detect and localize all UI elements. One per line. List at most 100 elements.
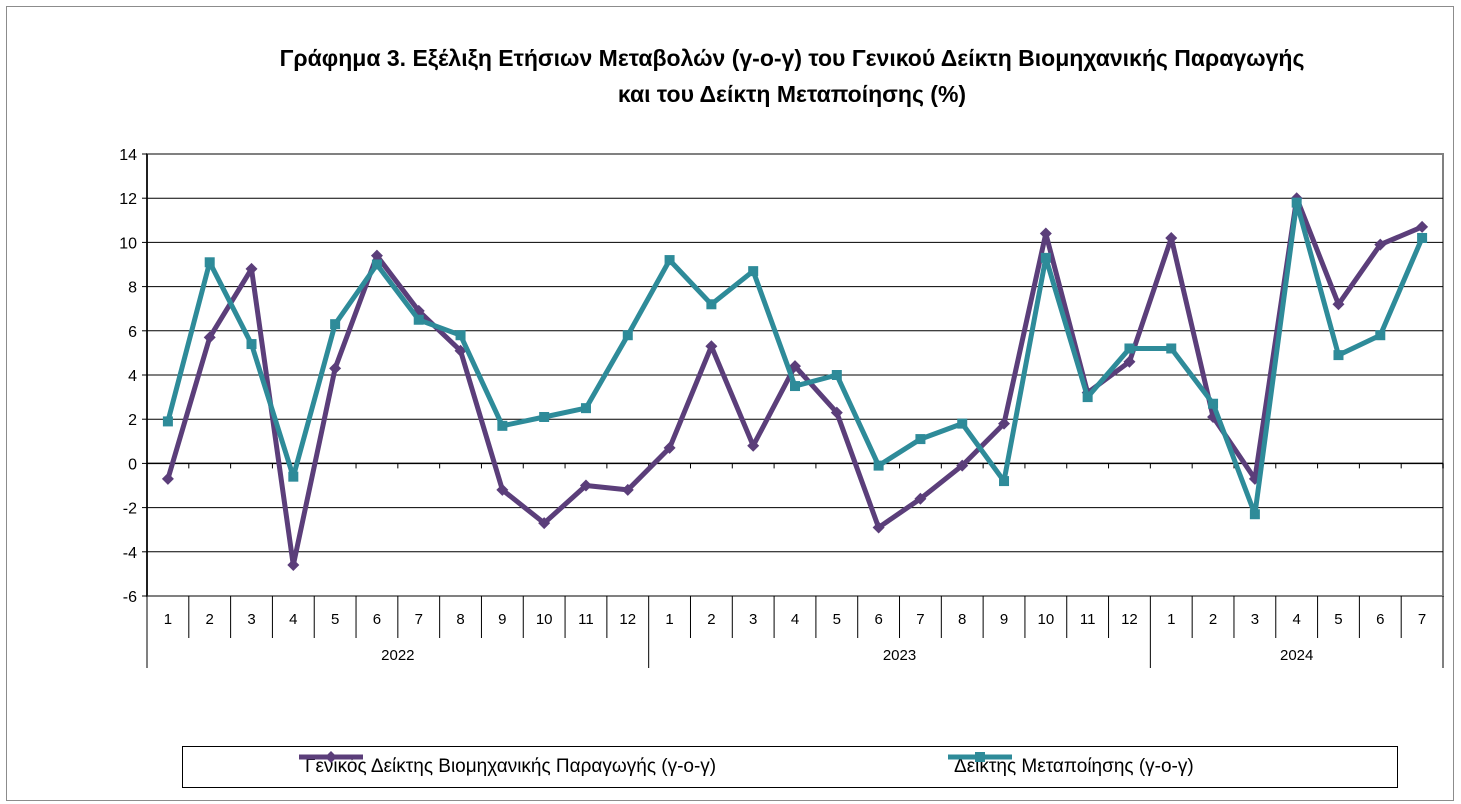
x-tick-label: 2 <box>707 611 715 628</box>
data-point-manufacturing-index <box>1291 197 1302 208</box>
x-tick-label: 3 <box>1251 611 1259 628</box>
x-tick-label: 4 <box>791 611 799 628</box>
data-point-manufacturing-index <box>1417 232 1428 243</box>
data-point-manufacturing-index <box>371 259 382 270</box>
x-tick-label: 12 <box>1121 611 1138 628</box>
data-point-general-index <box>998 417 1011 430</box>
x-tick-label: 7 <box>1418 611 1426 628</box>
data-point-general-index <box>1039 227 1052 240</box>
data-point-general-index <box>1416 220 1429 233</box>
chart-title: Γράφημα 3. Εξέλιξη Ετήσιων Μεταβολών (γ-… <box>0 40 1461 112</box>
y-tick-label: 4 <box>128 368 137 385</box>
x-tick-label: 6 <box>1376 611 1384 628</box>
data-point-general-index <box>203 331 216 344</box>
x-tick-label: 4 <box>289 611 297 628</box>
x-tick-label: 5 <box>833 611 841 628</box>
data-point-manufacturing-index <box>873 460 884 471</box>
x-tick-label: 6 <box>373 611 381 628</box>
data-point-manufacturing-index <box>790 381 800 392</box>
x-tick-label: 9 <box>1000 611 1008 628</box>
chart-title-line-2: και του Δείκτη Μεταποίησης (%) <box>617 81 967 107</box>
data-point-manufacturing-index <box>957 418 968 429</box>
y-tick-label: 0 <box>128 456 137 473</box>
x-tick-label: 3 <box>247 611 255 628</box>
legend-label-manufacturing-index: Δείκτης Μεταποίησης (γ-ο-γ) <box>954 756 1194 777</box>
x-tick-label: 2 <box>1209 611 1217 628</box>
y-tick-label: -6 <box>123 589 137 606</box>
x-tick-label: 7 <box>415 611 423 628</box>
y-tick-label: 8 <box>128 280 137 297</box>
x-tick-label: 10 <box>1037 611 1054 628</box>
data-point-manufacturing-index <box>455 330 466 341</box>
data-point-manufacturing-index <box>204 257 215 268</box>
legend-item-general-index: Γενικός Δείκτης Βιομηχανικής Παραγωγής (… <box>299 747 716 787</box>
data-point-manufacturing-index <box>497 420 508 431</box>
data-point-manufacturing-index <box>1040 252 1051 263</box>
data-point-manufacturing-index <box>580 403 591 414</box>
x-tick-label: 1 <box>164 611 172 628</box>
data-point-manufacturing-index <box>664 255 675 266</box>
data-point-general-index <box>705 340 718 353</box>
x-tick-label: 9 <box>498 611 506 628</box>
y-tick-label: 14 <box>119 147 137 164</box>
data-point-general-index <box>579 479 592 492</box>
data-point-manufacturing-index <box>1208 398 1219 409</box>
data-point-manufacturing-index <box>831 370 842 380</box>
x-tick-label: 10 <box>536 611 553 628</box>
year-label: 2024 <box>1280 647 1313 664</box>
data-point-general-index <box>1123 355 1136 368</box>
y-tick-label: 2 <box>128 412 137 429</box>
x-tick-label: 4 <box>1293 611 1301 628</box>
data-point-manufacturing-index <box>706 299 717 310</box>
data-point-manufacturing-index <box>539 411 550 422</box>
x-tick-label: 8 <box>456 611 464 628</box>
x-tick-label: 5 <box>331 611 339 628</box>
y-tick-label: -2 <box>123 501 137 518</box>
chart-legend: Γενικός Δείκτης Βιομηχανικής Παραγωγής (… <box>182 746 1398 788</box>
data-point-general-index <box>914 492 927 505</box>
x-tick-label: 5 <box>1334 611 1342 628</box>
data-point-general-index <box>621 483 634 496</box>
data-point-general-index <box>496 483 509 496</box>
data-point-manufacturing-index <box>1124 343 1135 354</box>
data-point-manufacturing-index <box>162 416 173 427</box>
y-tick-label: -4 <box>123 545 137 562</box>
data-point-general-index <box>370 249 383 262</box>
x-tick-label: 8 <box>958 611 966 628</box>
data-point-general-index <box>329 362 342 375</box>
data-point-manufacturing-index <box>1166 343 1177 354</box>
x-tick-label: 7 <box>916 611 924 628</box>
data-point-general-index <box>1332 298 1345 311</box>
data-point-manufacturing-index <box>748 266 759 277</box>
data-point-general-index <box>538 517 551 530</box>
data-point-general-index <box>956 459 969 472</box>
data-point-manufacturing-index <box>1375 330 1386 341</box>
data-point-general-index <box>161 472 174 485</box>
data-point-general-index <box>245 262 258 275</box>
data-point-manufacturing-index <box>288 471 299 482</box>
data-point-manufacturing-index <box>915 434 926 445</box>
legend-swatch-general-index <box>299 751 363 763</box>
x-tick-label: 6 <box>874 611 882 628</box>
chart-title-line-1: Γράφημα 3. Εξέλιξη Ετήσιων Μεταβολών (γ-… <box>279 45 1305 71</box>
data-point-general-index <box>747 439 760 452</box>
x-tick-label: 12 <box>619 611 636 628</box>
data-point-general-index <box>287 559 300 572</box>
data-point-manufacturing-index <box>330 319 341 330</box>
data-point-manufacturing-index <box>413 314 424 325</box>
x-tick-label: 1 <box>1167 611 1175 628</box>
y-tick-label: 10 <box>119 235 137 252</box>
data-point-general-index <box>789 360 801 373</box>
data-point-general-index <box>830 406 843 419</box>
x-tick-label: 11 <box>1080 611 1096 628</box>
x-tick-label: 11 <box>578 611 594 628</box>
data-point-general-index <box>1374 238 1387 251</box>
legend-swatch-manufacturing-index <box>948 752 1012 762</box>
y-tick-label: 12 <box>119 191 137 208</box>
x-tick-label: 2 <box>206 611 214 628</box>
x-tick-label: 1 <box>665 611 673 628</box>
y-tick-label: 6 <box>128 324 137 341</box>
data-point-manufacturing-index <box>1082 392 1093 403</box>
data-point-manufacturing-index <box>999 476 1010 487</box>
